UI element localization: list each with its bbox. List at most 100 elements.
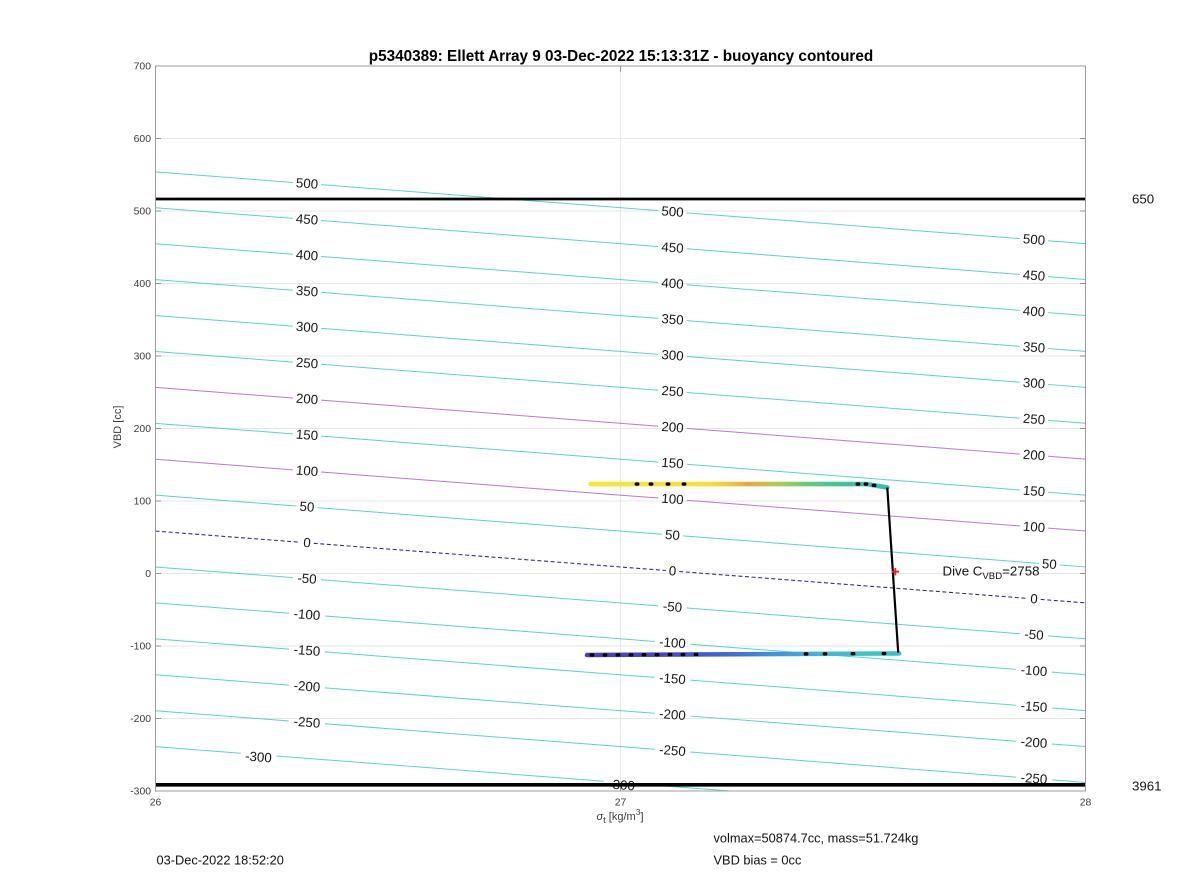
- contour-label--100: -100: [659, 634, 687, 651]
- contour-label-50: 50: [665, 527, 681, 543]
- dive-cvbd-marker: [891, 567, 900, 576]
- dive-sample-tick: [667, 652, 673, 657]
- contour-label-200: 200: [661, 419, 684, 436]
- plot-datetime-stamp: 03-Dec-2022 18:52:20: [157, 853, 284, 868]
- dive-sample-tick: [641, 653, 647, 657]
- contour-line-250: [155, 350, 293, 363]
- contour-line-350: [686, 320, 1020, 347]
- y-tick-label: 400: [134, 279, 152, 290]
- contour-label-500: 500: [1022, 231, 1045, 248]
- contour-label-450: 450: [661, 239, 684, 256]
- contour-label--50: -50: [297, 570, 317, 586]
- contour-label-100: 100: [295, 462, 318, 479]
- contour-line-200: [155, 386, 293, 399]
- dive-sample-tick: [850, 651, 856, 656]
- contour-label-200: 200: [295, 391, 318, 408]
- plot-title: p5340389: Ellett Array 9 03-Dec-2022 15:…: [369, 48, 873, 65]
- contour-label-450: 450: [1022, 267, 1045, 284]
- contour-label-0: 0: [1030, 591, 1039, 607]
- contour-label-100: 100: [661, 491, 684, 508]
- contour-line-200: [686, 427, 1020, 455]
- contour-line-0: [313, 542, 666, 571]
- x-axis-label-sigma: σ: [596, 811, 603, 823]
- climb-sample-tick: [648, 482, 654, 486]
- y-tick-label: -100: [130, 642, 151, 653]
- y-tick-label: 100: [134, 497, 152, 508]
- contour-line--50: [686, 607, 1020, 635]
- contour-label--250: -250: [293, 714, 321, 731]
- contour-line-350: [155, 279, 293, 291]
- contour-label-50: 50: [1041, 556, 1057, 572]
- contour-line--250: [1051, 779, 1086, 783]
- contour-line-50: [317, 507, 663, 535]
- contour-label--200: -200: [659, 706, 687, 723]
- dive-cvbd-annotation-value: =2758: [1002, 564, 1039, 579]
- contour-label-350: 350: [1022, 339, 1045, 356]
- contour-label-400: 400: [661, 275, 684, 292]
- contour-line-250: [686, 391, 1020, 419]
- contour-label--150: -150: [659, 670, 687, 687]
- contour-line--200: [155, 674, 290, 686]
- contour-line-200: [1048, 455, 1086, 460]
- contour-line--50: [155, 566, 293, 579]
- contour-line-500: [686, 212, 1020, 240]
- contour-line-0: [155, 530, 301, 543]
- contour-line-150: [155, 422, 293, 435]
- contour-line-450: [155, 207, 293, 219]
- contour-line--100: [155, 602, 290, 614]
- climb-sample-tick: [855, 482, 861, 486]
- contour-line-350: [321, 291, 659, 319]
- contour-line--150: [324, 651, 655, 678]
- contour-label--200: -200: [1020, 734, 1048, 751]
- y-tick-label: -200: [130, 714, 151, 725]
- y-axis-label: VBD [cc]: [112, 406, 124, 449]
- contour-line--300: [155, 746, 241, 754]
- contour-line-350: [1048, 348, 1086, 352]
- climb-sample-tick: [665, 482, 671, 486]
- contour-label-500: 500: [295, 175, 318, 192]
- vbd-max-counts-label: 650: [1132, 192, 1154, 207]
- dive-cvbd-annotation-sub: VBD: [982, 571, 1002, 582]
- contour-line-300: [321, 327, 659, 355]
- contour-label-450: 450: [295, 211, 318, 228]
- y-tick-label: -300: [130, 787, 151, 798]
- contour-label--200: -200: [293, 678, 321, 695]
- y-tick-label: 0: [145, 569, 151, 580]
- contour-label--50: -50: [662, 599, 682, 615]
- contour-label-400: 400: [1022, 303, 1045, 320]
- vbd-min-counts-label: 3961: [1132, 779, 1162, 794]
- contour-label-250: 250: [661, 383, 684, 400]
- x-tick-label: 26: [150, 798, 162, 809]
- y-tick-label: 200: [134, 424, 152, 435]
- y-tick-label: 700: [134, 62, 152, 73]
- contour-label--300: -300: [245, 748, 273, 765]
- contour-label--250: -250: [1020, 770, 1048, 787]
- contour-line-50: [1059, 564, 1086, 568]
- contour-label--150: -150: [1020, 698, 1048, 715]
- dive-cvbd-annotation: Dive CVBD=2758: [943, 564, 1040, 582]
- contour-line--150: [155, 638, 290, 650]
- contour-label--100: -100: [1020, 662, 1048, 679]
- contour-lines: [155, 171, 1086, 792]
- contour-line--250: [690, 751, 1017, 778]
- contour-label-300: 300: [295, 319, 318, 336]
- contour-line-300: [155, 315, 293, 327]
- x-axis-label-superscript: 3: [636, 807, 641, 817]
- dive-sample-tick: [822, 652, 828, 656]
- climb-sample-tick: [871, 483, 877, 488]
- contour-label-250: 250: [1022, 411, 1045, 428]
- contour-label--250: -250: [659, 742, 687, 759]
- contour-label-50: 50: [299, 499, 315, 515]
- contour-labels: 5005005004504504504004004003503503503003…: [245, 175, 1058, 793]
- contour-line--300: [276, 755, 604, 782]
- contour-line-250: [321, 363, 659, 391]
- dive-climb-trajectory: [584, 481, 902, 658]
- contour-label-300: 300: [1022, 375, 1045, 392]
- x-axis-label-units: [kg/m: [606, 811, 636, 823]
- dive-cvbd-annotation-main: Dive C: [943, 564, 983, 579]
- x-axis-label-close: ]: [640, 811, 643, 823]
- dive-sample-tick: [628, 653, 634, 657]
- contour-label-200: 200: [1022, 447, 1045, 464]
- contour-line-0: [679, 570, 1028, 599]
- contour-label-300: 300: [661, 347, 684, 364]
